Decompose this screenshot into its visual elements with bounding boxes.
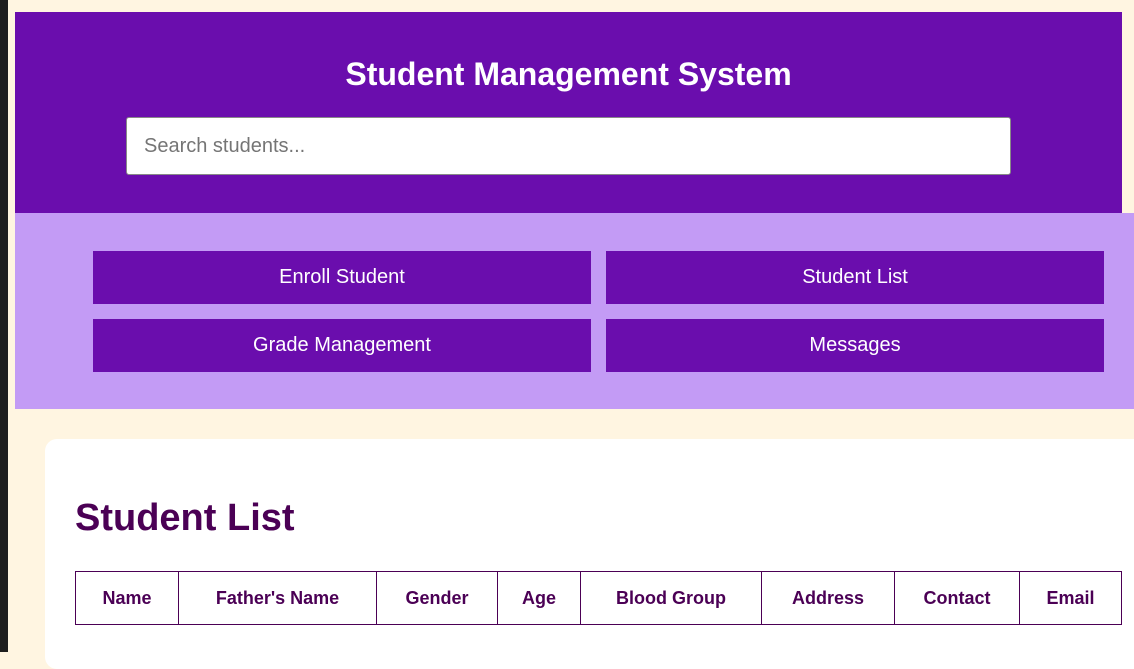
column-header-fathers-name: Father's Name — [178, 571, 377, 625]
column-header-name: Name — [75, 571, 179, 625]
student-table: Name Father's Name Gender Age Blood Grou… — [75, 571, 1122, 625]
column-header-email: Email — [1019, 571, 1122, 625]
student-list-button[interactable]: Student List — [606, 251, 1104, 304]
header: Student Management System — [15, 12, 1122, 213]
enroll-student-button[interactable]: Enroll Student — [93, 251, 591, 304]
nav-panel: Enroll Student Student List Grade Manage… — [15, 213, 1134, 409]
column-header-gender: Gender — [376, 571, 498, 625]
section-heading: Student List — [75, 497, 295, 539]
grade-management-button[interactable]: Grade Management — [93, 319, 591, 372]
background-window-edge — [0, 0, 8, 652]
column-header-age: Age — [497, 571, 581, 625]
page-title: Student Management System — [345, 56, 792, 92]
column-header-address: Address — [761, 571, 895, 625]
student-list-card: Student List Name Father's Name Gender A… — [45, 439, 1134, 669]
messages-button[interactable]: Messages — [606, 319, 1104, 372]
column-header-blood-group: Blood Group — [580, 571, 762, 625]
table-header-row: Name Father's Name Gender Age Blood Grou… — [75, 571, 1122, 625]
search-input[interactable] — [126, 117, 1011, 175]
column-header-contact: Contact — [894, 571, 1020, 625]
